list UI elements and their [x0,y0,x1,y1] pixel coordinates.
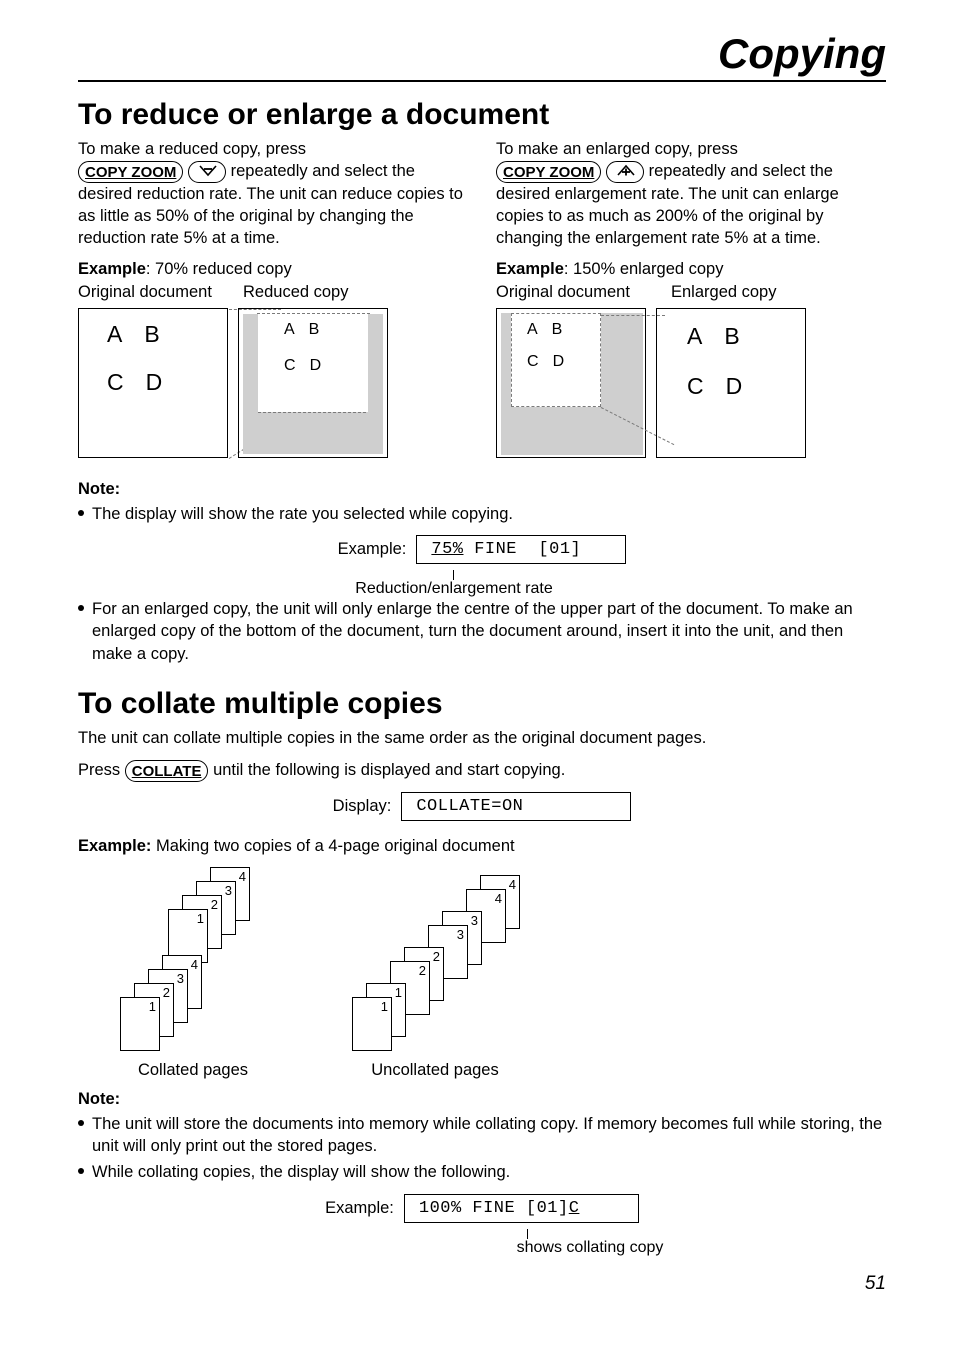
page-number: 51 [78,1273,886,1295]
collate-note-2: While collating copies, the display will… [78,1161,886,1183]
example-rest: : 70% reduced copy [146,260,292,278]
note-heading-2: Note: [78,1090,886,1109]
original-label: Original document [78,283,243,302]
original-label-2: Original document [496,283,671,302]
plus-icon [615,165,635,177]
note-heading: Note: [78,480,886,499]
plus-button[interactable] [606,161,644,183]
enlarged-label: Enlarged copy [671,283,777,302]
lcd-display-3: 100% FINE [01]C [404,1194,639,1223]
collate-para-2: Press COLLATE until the following is dis… [78,759,886,782]
section-collate-title: To collate multiple copies [78,687,886,721]
minus-button[interactable] [188,161,226,183]
collate-para-1: The unit can collate multiple copies in … [78,727,886,749]
enlarge-diagram: AB CD AB CD [496,308,886,458]
note-bullet-2: For an enlarged copy, the unit will only… [78,598,886,665]
rate-pointer-label: Reduction/enlargement rate [355,580,552,598]
collate-example-rest: Making two copies of a 4-page original d… [151,837,514,855]
enlarge-intro: To make an enlarged copy, press COPY ZOO… [496,138,886,250]
copy-zoom-button-2[interactable]: COPY ZOOM [496,161,601,183]
display-label: Display: [333,797,392,816]
collated-label: Collated pages [108,1061,278,1080]
collate-example-label: Example: [78,837,151,855]
reduce-column: To make a reduced copy, press COPY ZOOM … [78,138,468,470]
example-label: Example [78,260,146,278]
example-lcd-label: Example: [338,540,407,559]
note-bullet-1: The display will show the rate you selec… [78,503,886,525]
example-label-2: Example [496,260,564,278]
reduce-intro: To make a reduced copy, press COPY ZOOM … [78,138,468,250]
reduced-label: Reduced copy [243,283,349,302]
minus-icon [197,165,217,177]
reduce-diagram: AB CD AB CD [78,308,468,458]
collate-note-1: The unit will store the documents into m… [78,1113,886,1158]
section-reduce-enlarge-title: To reduce or enlarge a document [78,98,886,132]
collate-pointer-label: shows collating copy [517,1239,664,1257]
example-rest-2: : 150% enlarged copy [564,260,724,278]
page-header: Copying [78,30,886,82]
lcd-display-1: 75% FINE [01] [416,535,626,564]
collate-button[interactable]: COLLATE [125,760,209,782]
copy-zoom-button[interactable]: COPY ZOOM [78,161,183,183]
lcd-display-2: COLLATE=ON [401,792,631,821]
collate-diagram: 4 3 2 1 4 3 2 1 Collated pages 4 4 3 3 2… [108,867,886,1080]
enlarge-column: To make an enlarged copy, press COPY ZOO… [496,138,886,470]
uncollated-label: Uncollated pages [330,1061,540,1080]
example-lcd-label-2: Example: [325,1199,394,1218]
